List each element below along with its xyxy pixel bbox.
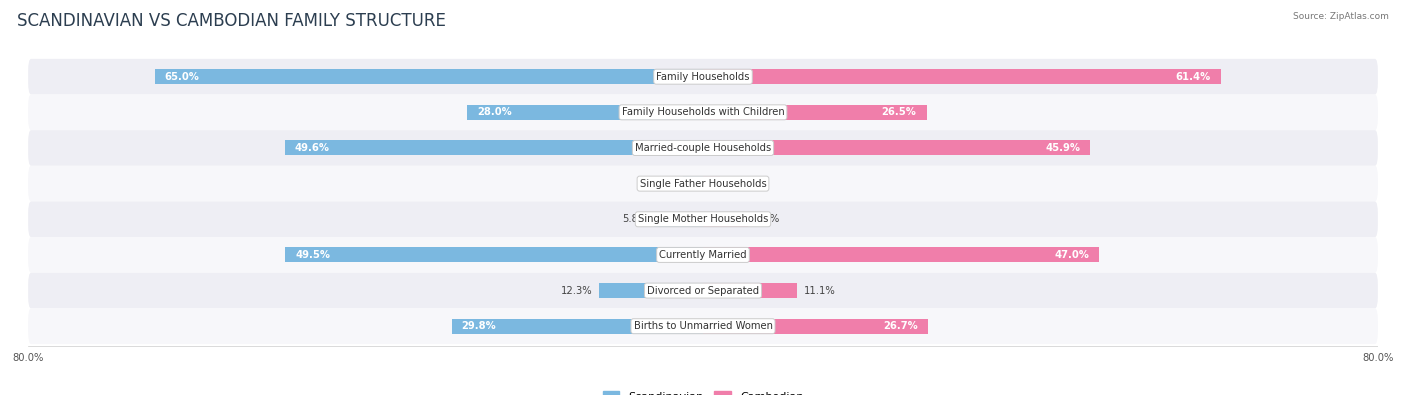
Text: 45.9%: 45.9%	[1045, 143, 1080, 153]
Text: 65.0%: 65.0%	[165, 71, 200, 82]
Text: 28.0%: 28.0%	[477, 107, 512, 117]
Text: 47.0%: 47.0%	[1054, 250, 1090, 260]
Bar	[683, 176, 703, 191]
Text: 29.8%: 29.8%	[461, 321, 496, 331]
Text: Births to Unmarried Women: Births to Unmarried Women	[634, 321, 772, 331]
Bar	[451, 319, 703, 334]
Bar	[703, 105, 927, 120]
Text: 2.4%: 2.4%	[651, 179, 676, 189]
Bar	[285, 247, 703, 262]
Text: 49.6%: 49.6%	[295, 143, 329, 153]
Bar	[703, 176, 720, 191]
Text: Family Households with Children: Family Households with Children	[621, 107, 785, 117]
Text: 61.4%: 61.4%	[1175, 71, 1211, 82]
FancyBboxPatch shape	[28, 237, 1378, 273]
Bar	[703, 283, 797, 298]
Bar	[599, 283, 703, 298]
FancyBboxPatch shape	[28, 308, 1378, 344]
FancyBboxPatch shape	[28, 273, 1378, 308]
Text: 2.0%: 2.0%	[727, 179, 752, 189]
Text: Currently Married: Currently Married	[659, 250, 747, 260]
Bar	[467, 105, 703, 120]
Legend: Scandinavian, Cambodian: Scandinavian, Cambodian	[598, 387, 808, 395]
Text: Single Mother Households: Single Mother Households	[638, 214, 768, 224]
Bar	[703, 212, 748, 227]
Text: 5.8%: 5.8%	[621, 214, 647, 224]
Text: 26.7%: 26.7%	[883, 321, 918, 331]
FancyBboxPatch shape	[28, 130, 1378, 166]
Bar	[703, 141, 1090, 156]
Text: Divorced or Separated: Divorced or Separated	[647, 286, 759, 295]
Bar	[284, 141, 703, 156]
Bar	[703, 247, 1099, 262]
Text: Married-couple Households: Married-couple Households	[636, 143, 770, 153]
FancyBboxPatch shape	[28, 201, 1378, 237]
Text: SCANDINAVIAN VS CAMBODIAN FAMILY STRUCTURE: SCANDINAVIAN VS CAMBODIAN FAMILY STRUCTU…	[17, 12, 446, 30]
Text: 49.5%: 49.5%	[295, 250, 330, 260]
Text: Family Households: Family Households	[657, 71, 749, 82]
FancyBboxPatch shape	[28, 59, 1378, 94]
Bar	[654, 212, 703, 227]
Text: Source: ZipAtlas.com: Source: ZipAtlas.com	[1294, 12, 1389, 21]
Text: 5.3%: 5.3%	[755, 214, 780, 224]
Bar	[703, 69, 1220, 84]
Text: 12.3%: 12.3%	[561, 286, 592, 295]
Bar	[703, 319, 928, 334]
Bar	[155, 69, 703, 84]
Text: 11.1%: 11.1%	[803, 286, 835, 295]
Text: 26.5%: 26.5%	[882, 107, 917, 117]
FancyBboxPatch shape	[28, 166, 1378, 201]
FancyBboxPatch shape	[28, 94, 1378, 130]
Text: Single Father Households: Single Father Households	[640, 179, 766, 189]
